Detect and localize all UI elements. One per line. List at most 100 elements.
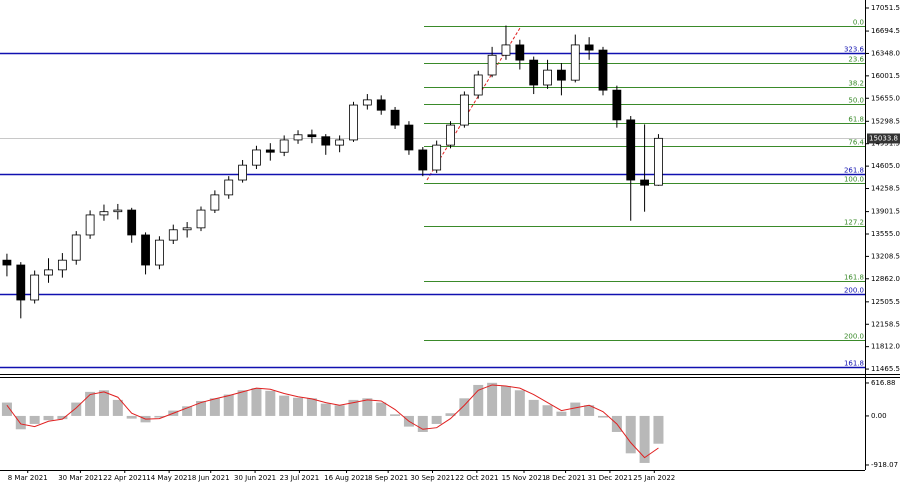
y-tick-label: -918.07: [871, 461, 898, 469]
candle-body: [44, 269, 53, 276]
x-tick-label: 25 Jan 2022: [633, 474, 675, 482]
level-label: 50.0: [848, 97, 864, 105]
last-price-label: 15033.8: [869, 135, 898, 143]
candle-body: [529, 59, 539, 86]
candle-body: [113, 209, 123, 213]
histogram-bar: [112, 399, 123, 416]
x-tick-label: 14 May 2021: [146, 474, 192, 482]
last-price-box: [867, 133, 900, 144]
candle-body: [376, 99, 386, 111]
histogram-bar: [126, 415, 137, 419]
candle-body: [16, 264, 26, 301]
x-tick-label: 8 Sep 2021: [368, 474, 408, 482]
candle-body: [418, 149, 428, 171]
level-label: 161.8: [844, 360, 864, 368]
y-tick-label: 12862.0: [871, 275, 900, 283]
histogram-bar: [85, 391, 96, 416]
y-tick-label: 14951.5: [871, 140, 900, 148]
candle-body: [307, 134, 317, 138]
histogram-bar: [431, 415, 442, 424]
candle-body: [404, 124, 414, 151]
x-tick-label: 8 Dec 2021: [545, 474, 585, 482]
level-label: 38.2: [848, 80, 864, 88]
candle-body: [501, 44, 511, 56]
candle-body: [57, 259, 67, 271]
histogram-bar: [223, 394, 234, 416]
histogram-bar: [473, 384, 484, 416]
histogram-bar: [542, 405, 553, 416]
x-tick-label: 23 Jul 2021: [280, 474, 320, 482]
histogram-bar: [15, 415, 26, 430]
histogram-bar: [625, 415, 636, 454]
candle-body: [487, 54, 497, 76]
histogram-bar: [154, 415, 165, 418]
x-tick-label: 30 Mar 2021: [58, 474, 102, 482]
histogram-bar: [265, 390, 276, 416]
candle-body: [71, 234, 81, 261]
candle-body: [598, 49, 608, 91]
level-label: 61.8: [848, 116, 864, 124]
candle-body: [459, 94, 469, 126]
y-tick-label: 11812.0: [871, 343, 900, 351]
level-label: 23.6: [848, 56, 864, 64]
histogram-bar: [251, 388, 262, 416]
histogram-bar: [500, 386, 511, 416]
x-tick-label: 16 Aug 2021: [324, 474, 369, 482]
candle-body: [446, 124, 455, 146]
histogram-bar: [598, 415, 609, 418]
histogram-bar: [293, 397, 304, 416]
histogram-bar: [459, 398, 470, 416]
histogram-bar: [306, 398, 317, 416]
candle-body: [473, 74, 483, 96]
level-label: 100.0: [844, 176, 864, 184]
candle-body: [654, 137, 663, 186]
histogram-bar: [584, 405, 595, 416]
histogram-bar: [528, 399, 539, 416]
level-label: 200.0: [844, 287, 864, 295]
y-tick-label: 11465.5: [871, 365, 900, 373]
level-label: 161.8: [844, 274, 864, 282]
level-label: 127.2: [844, 219, 864, 227]
level-label: 76.4: [848, 139, 864, 147]
histogram-bar: [390, 414, 401, 416]
histogram-bar: [71, 402, 82, 416]
candle-body: [141, 234, 150, 266]
histogram-bar: [279, 395, 290, 416]
x-tick-label: 30 Sep 2021: [410, 474, 454, 482]
x-tick-label: 22 Apr 2021: [103, 474, 146, 482]
candle-body: [584, 44, 594, 51]
histogram-bar: [98, 390, 109, 416]
y-tick-label: 14258.5: [871, 185, 900, 193]
level-label: 323.6: [844, 46, 865, 54]
histogram-bar: [445, 413, 456, 416]
candle-body: [321, 136, 331, 146]
candle-body: [155, 239, 164, 266]
x-tick-label: 8 Mar 2021: [8, 474, 48, 482]
candle-body: [196, 209, 206, 229]
histogram-bar: [237, 390, 248, 416]
candle-body: [640, 179, 649, 186]
candle-body: [224, 179, 234, 196]
candle-body: [362, 99, 372, 106]
histogram-bar: [43, 415, 54, 421]
histogram-bar: [196, 400, 207, 416]
histogram-bar: [556, 411, 567, 416]
candle-body: [612, 89, 622, 121]
y-tick-label: 0.00: [871, 412, 887, 420]
y-tick-label: 14605.0: [871, 162, 900, 170]
histogram-bar: [334, 405, 345, 416]
y-tick-label: 15298.5: [871, 117, 900, 125]
candle-body: [432, 144, 442, 171]
y-tick-label: 616.88: [871, 379, 896, 387]
histogram-bar: [1, 402, 12, 416]
candle-body: [2, 259, 12, 266]
x-tick-label: 8 Jun 2021: [192, 474, 230, 482]
y-tick-label: 16348.0: [871, 49, 900, 57]
histogram-bar: [320, 403, 331, 416]
histogram-bar: [29, 415, 40, 424]
histogram-bar: [570, 402, 581, 416]
y-tick-label: 12158.5: [871, 320, 900, 328]
candle-body: [515, 44, 525, 61]
histogram-bar: [653, 415, 664, 444]
